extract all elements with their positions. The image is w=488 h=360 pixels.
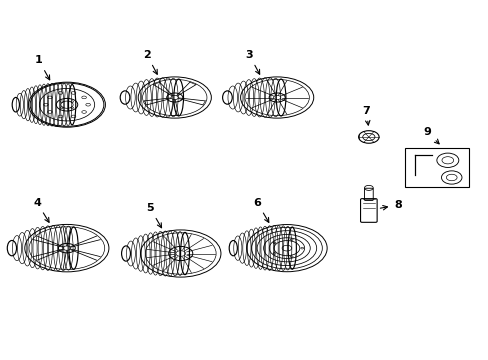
Text: 5: 5 (146, 203, 161, 228)
Text: 4: 4 (33, 198, 49, 222)
Text: 6: 6 (253, 198, 268, 222)
Bar (405, 148, 468, 187)
Text: 8: 8 (380, 200, 401, 210)
Text: 3: 3 (245, 50, 259, 74)
Text: 1: 1 (35, 55, 50, 80)
Text: 2: 2 (143, 50, 157, 74)
Text: 7: 7 (362, 105, 369, 125)
Text: 9: 9 (423, 127, 438, 144)
